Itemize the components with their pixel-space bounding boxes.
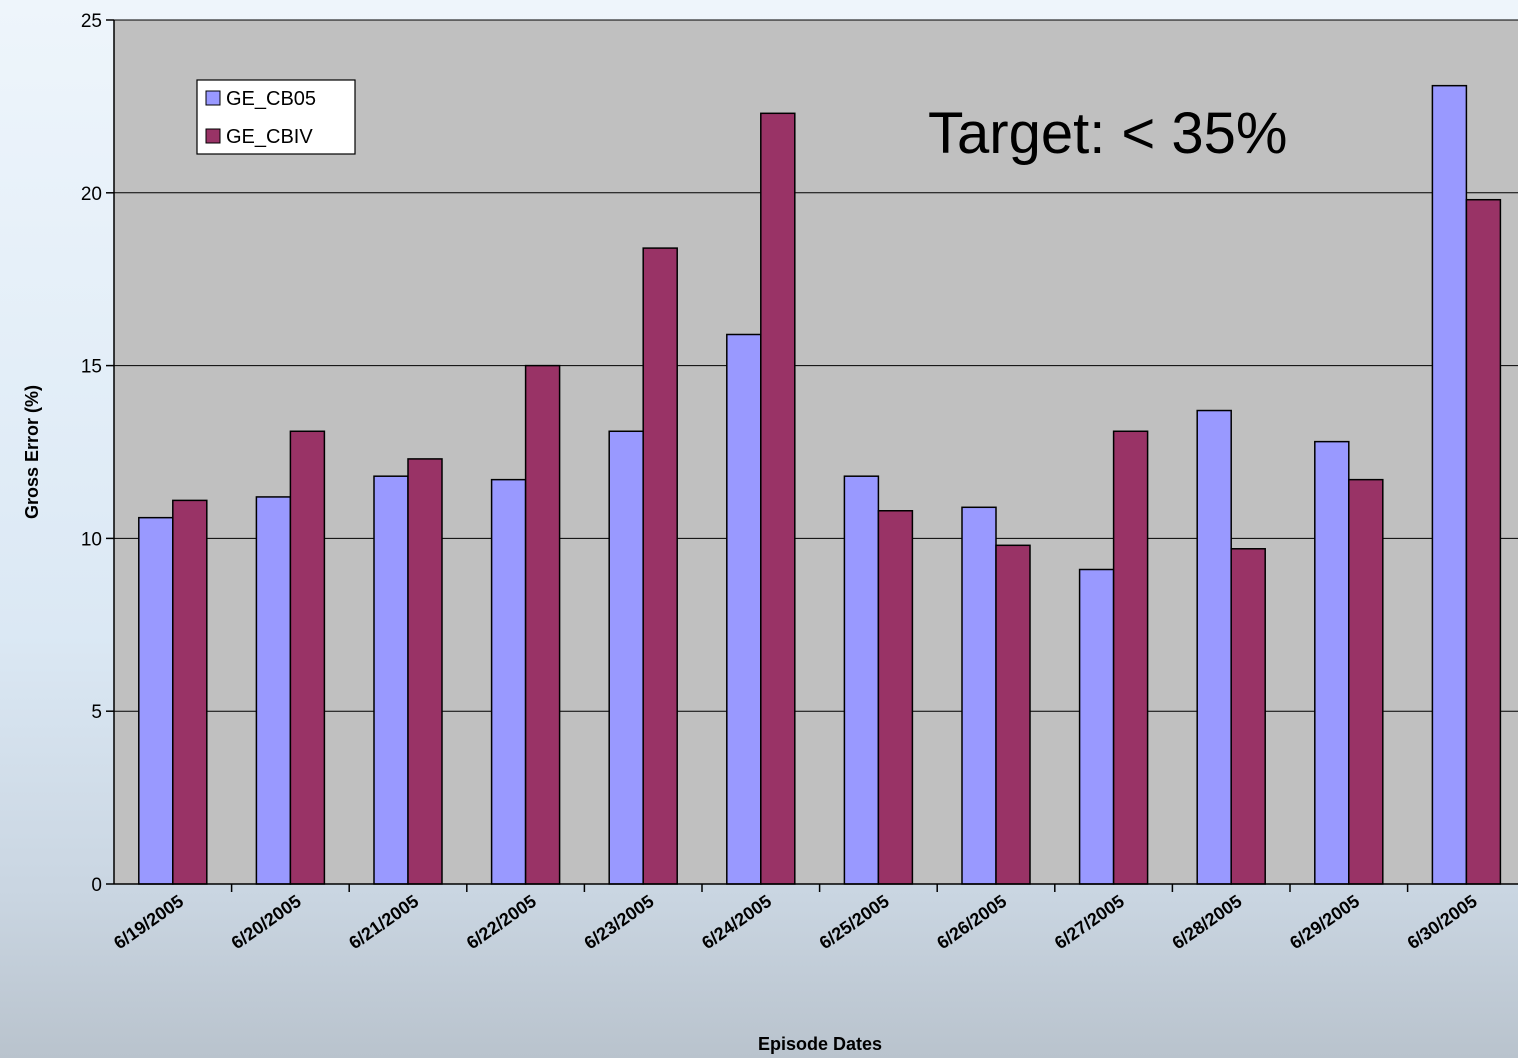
bar-ge-cb05	[726, 333, 762, 885]
bar-ge-cbiv	[1465, 198, 1502, 885]
bar-ge-cbiv	[1348, 478, 1384, 885]
bar-ge-cb05	[1431, 84, 1468, 885]
x-ticks: 6/19/2005 6/20/2005 6/21/2005 6/22/2005 6/23…	[110, 884, 1481, 953]
x-tick-label: 6/19/2005	[110, 891, 187, 953]
x-tick-label: 6/26/2005	[933, 891, 1010, 953]
bar-ge-cb05	[255, 496, 292, 885]
legend-swatch-ge-cbiv	[205, 128, 221, 144]
bar-ge-cb05	[843, 475, 880, 885]
legend-label-ge-cb05: GE_CB05	[226, 88, 316, 110]
legend: GE_CB05 GE_CBIV	[196, 79, 356, 155]
gridlines	[114, 19, 1518, 712]
bar-ge-cbiv	[1112, 430, 1149, 885]
legend-label-ge-cbiv: GE_CBIV	[226, 126, 313, 148]
bar-ge-cbiv	[877, 510, 914, 885]
bar-ge-cbiv	[1230, 548, 1266, 885]
legend-box	[196, 79, 356, 155]
bar-ge-cb05	[961, 506, 997, 885]
target-annotation: Target: < 35%	[928, 101, 1288, 166]
x-tick-label: 6/29/2005	[1286, 891, 1363, 953]
bar-ge-cb05	[608, 430, 644, 885]
bar-ge-cbiv	[172, 499, 208, 885]
y-axis-title: Gross Error (%)	[22, 385, 42, 519]
x-tick-label: 6/27/2005	[1051, 891, 1128, 953]
bar-ge-cbiv	[524, 364, 561, 885]
x-tick-label: 6/21/2005	[345, 891, 422, 953]
x-axis-title: Episode Dates	[758, 1034, 882, 1054]
legend-swatch-ge-cb05	[205, 90, 221, 106]
y-ticks: 0 5 10 15 20 25	[81, 11, 114, 896]
x-tick-label: 6/30/2005	[1404, 891, 1481, 953]
bar-ge-cb05	[1314, 440, 1350, 885]
bar-ge-cbiv	[289, 430, 326, 885]
bars	[138, 84, 1502, 885]
x-tick-label: 6/28/2005	[1168, 891, 1245, 953]
bar-ge-cbiv	[995, 544, 1031, 885]
x-tick-label: 6/23/2005	[580, 891, 657, 953]
x-tick-label: 6/25/2005	[816, 891, 893, 953]
y-tick-label: 0	[91, 875, 102, 896]
y-tick-label: 10	[81, 529, 102, 550]
bar-ge-cb05	[1196, 409, 1232, 885]
plot-area	[114, 20, 1518, 884]
x-tick-label: 6/20/2005	[228, 891, 305, 953]
x-tick-label: 6/24/2005	[698, 891, 775, 953]
y-tick-label: 20	[81, 184, 102, 205]
y-tick-label: 15	[81, 357, 102, 378]
bar-ge-cb05	[373, 475, 409, 885]
y-tick-label: 5	[91, 702, 102, 723]
bar-ge-cb05	[1078, 568, 1115, 885]
bar-ge-cbiv	[642, 247, 678, 885]
y-tick-label: 25	[81, 11, 102, 32]
x-tick-label: 6/22/2005	[463, 891, 540, 953]
axes	[113, 20, 1518, 885]
bar-ge-cb05	[138, 516, 174, 885]
bar-ge-cbiv	[760, 112, 796, 885]
bar-ge-cbiv	[407, 458, 443, 885]
bar-ge-cb05	[490, 478, 527, 885]
